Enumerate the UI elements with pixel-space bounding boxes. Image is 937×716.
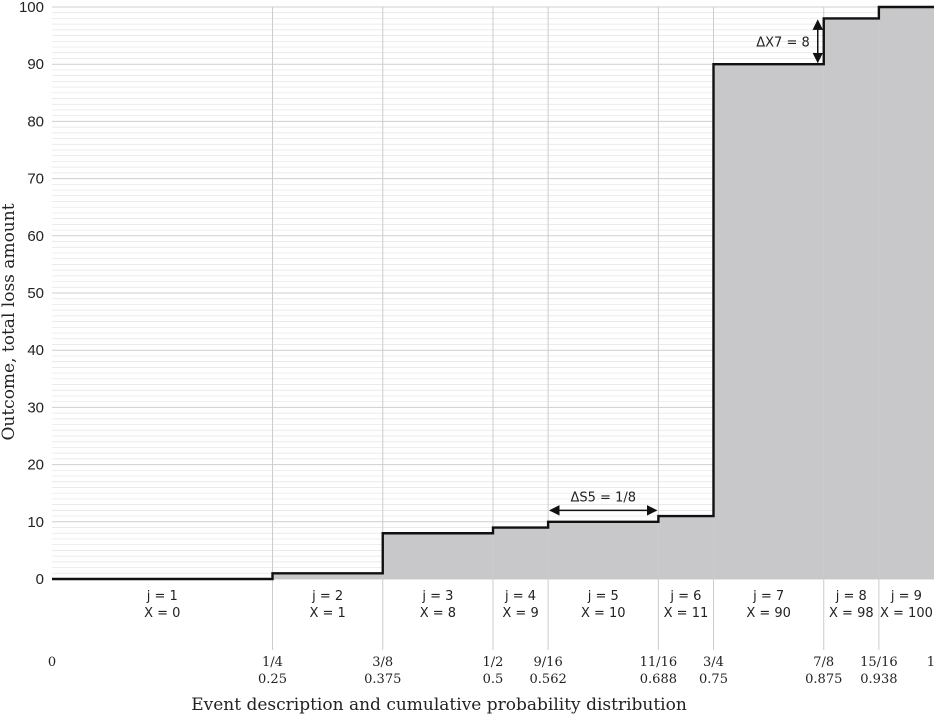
x-tick-decimal-label: 0.5	[483, 672, 504, 687]
event-x-label: X = 1	[309, 606, 345, 621]
event-x-label: X = 9	[502, 606, 538, 621]
x-tick-label: 1/2	[483, 655, 504, 670]
y-axis-label: Outcome, total loss amount	[0, 203, 19, 440]
event-j-label: j = 7	[752, 589, 784, 604]
step-line	[52, 5, 934, 581]
step-line-path	[52, 5, 934, 581]
annotations: ΔS5 = 1/8 ΔX7 = 8	[549, 19, 823, 516]
event-x-label: X = 11	[664, 606, 709, 621]
x-tick-label: 3/4	[703, 655, 724, 670]
event-x-label: X = 100	[880, 606, 933, 621]
event-x-label: X = 0	[144, 606, 180, 621]
x-tick-decimal-label: 0.375	[364, 672, 401, 687]
x-tick-label: 1/4	[262, 655, 283, 670]
event-j-label: j = 1	[146, 589, 178, 604]
y-tick-label: 60	[27, 228, 44, 245]
event-j-label: j = 2	[311, 589, 343, 604]
y-tick-label: 70	[27, 171, 44, 188]
event-j-label: j = 5	[587, 589, 619, 604]
x-tick-labels: 0 1/4 0.25 3/8 0.375 1/2 0.5 9/16 0.562 11/16 0.68…	[48, 655, 935, 687]
x-tick-decimal-label: 0.688	[640, 672, 677, 687]
event-separators	[272, 7, 880, 650]
y-tick-label: 10	[27, 514, 44, 531]
x-tick-decimal-label: 0.25	[258, 672, 287, 687]
y-tick-label: 50	[27, 285, 44, 302]
event-j-label: j = 9	[890, 589, 922, 604]
event-j-label: j = 4	[504, 589, 536, 604]
y-tick-label: 30	[27, 399, 44, 416]
event-j-label: j = 3	[421, 589, 453, 604]
event-labels: j = 1 X = 0 j = 2 X = 1 j = 3 X = 8 j = 4 X = 9…	[144, 589, 933, 621]
y-tick-label: 90	[27, 56, 44, 73]
x-tick-label: 3/8	[372, 655, 393, 670]
event-j-label: j = 8	[835, 589, 867, 604]
x-tick-label: 7/8	[813, 655, 834, 670]
delta-s-label: ΔS5 = 1/8	[571, 490, 637, 505]
y-tick-label: 40	[27, 342, 44, 359]
y-tick-label: 100	[19, 0, 44, 16]
x-tick-decimal-label: 0.75	[699, 672, 728, 687]
y-tick-label: 80	[27, 113, 44, 130]
x-tick-decimal-label: 0.562	[530, 672, 567, 687]
x-tick-decimal-label: 0.938	[860, 672, 897, 687]
event-x-label: X = 98	[829, 606, 874, 621]
y-tick-label: 20	[27, 457, 44, 474]
event-x-label: X = 8	[420, 606, 456, 621]
y-tick-labels: 0 10 20 30 40 50 60 70 80 90 100	[19, 0, 44, 588]
event-x-label: X = 10	[581, 606, 626, 621]
delta-x-label: ΔX7 = 8	[756, 35, 810, 50]
y-tick-label: 0	[36, 571, 44, 588]
x-tick-label: 9/16	[534, 655, 563, 670]
x-tick-label: 1	[927, 655, 935, 670]
event-x-label: X = 90	[746, 606, 791, 621]
x-tick-decimal-label: 0.875	[805, 672, 842, 687]
event-j-label: j = 6	[669, 589, 701, 604]
x-tick-label: 11/16	[640, 655, 677, 670]
x-axis-label: Event description and cumulative probabi…	[191, 695, 687, 715]
x-tick-label: 15/16	[860, 655, 897, 670]
x-tick-label: 0	[48, 655, 56, 670]
